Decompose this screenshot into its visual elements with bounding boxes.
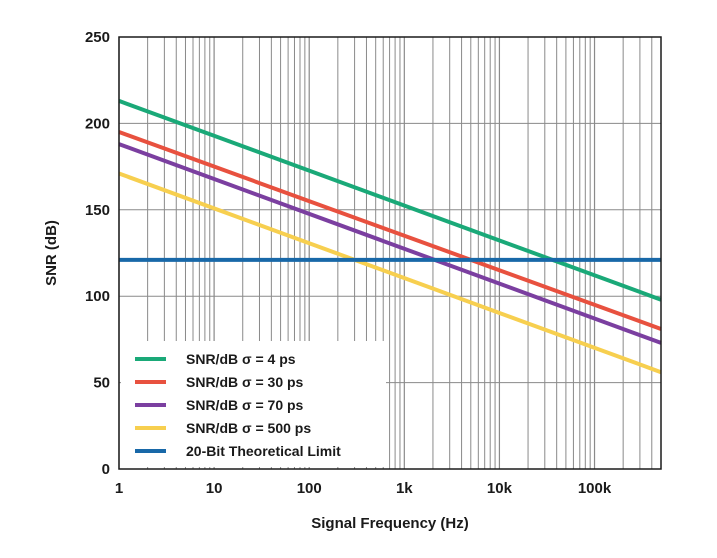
y-tick-label: 200 bbox=[85, 115, 110, 132]
x-tick-label: 10 bbox=[206, 480, 223, 497]
legend-label: SNR/dB σ = 70 ps bbox=[186, 397, 304, 413]
legend-label: 20-Bit Theoretical Limit bbox=[186, 443, 341, 459]
y-tick-label: 150 bbox=[85, 202, 110, 219]
plot-frame bbox=[118, 36, 662, 470]
y-tick-label: 250 bbox=[85, 29, 110, 46]
x-tick-label: 100 bbox=[297, 480, 322, 497]
y-axis-label: SNR (dB) bbox=[43, 220, 60, 286]
x-tick-label: 100k bbox=[578, 480, 612, 497]
y-tick-label: 0 bbox=[102, 461, 110, 478]
series-lines bbox=[118, 99, 662, 375]
legend-label: SNR/dB σ = 500 ps bbox=[186, 420, 311, 436]
legend-label: SNR/dB σ = 30 ps bbox=[186, 374, 304, 390]
series-line-2 bbox=[118, 130, 662, 331]
legend: SNR/dB σ = 4 ps SNR/dB σ = 30 ps SNR/dB σ … bbox=[121, 341, 386, 467]
x-axis-label: Signal Frequency (Hz) bbox=[311, 515, 469, 532]
x-tick-label: 1 bbox=[115, 480, 123, 497]
y-tick-label: 50 bbox=[93, 375, 110, 392]
y-tick-label: 100 bbox=[85, 288, 110, 305]
series-line-4 bbox=[118, 171, 662, 375]
legend-label: SNR/dB σ = 4 ps bbox=[186, 351, 296, 367]
series-line-1 bbox=[118, 99, 662, 302]
axis-ticks: 1 10 100 1k 10k 100k 0 50 100 150 200 250 bbox=[85, 29, 612, 497]
x-tick-label: 10k bbox=[487, 480, 513, 497]
series-line-3 bbox=[118, 142, 662, 345]
x-tick-label: 1k bbox=[396, 480, 413, 497]
